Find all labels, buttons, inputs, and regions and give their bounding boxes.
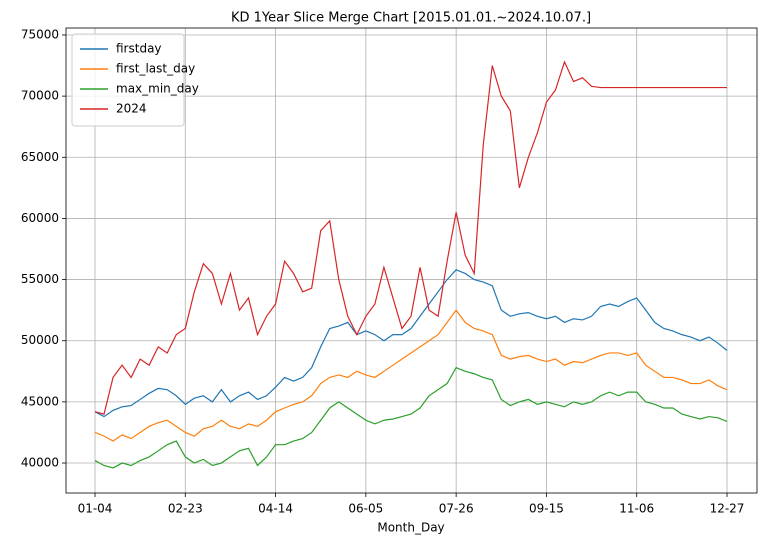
x-tick-label: 11-06	[619, 502, 654, 516]
y-tick-label: 55000	[21, 272, 59, 286]
series-line	[94, 60, 727, 415]
legend-label: 2024	[116, 102, 147, 116]
x-tick-label: 06-05	[348, 502, 383, 516]
legend-label: firstday	[116, 42, 162, 56]
y-tick-label: 40000	[21, 456, 59, 470]
x-tick-label: 01-04	[78, 502, 113, 516]
x-tick-label: 09-15	[529, 502, 564, 516]
y-tick-label: 60000	[21, 211, 59, 225]
y-tick-label: 45000	[21, 394, 59, 408]
legend-label: first_last_day	[116, 62, 195, 76]
plot-frame	[65, 27, 758, 494]
x-tick-label: 02-23	[168, 502, 203, 516]
x-tick-label: 12-27	[710, 502, 745, 516]
series-line	[94, 366, 728, 469]
x-tick-label: 07-26	[439, 502, 474, 516]
y-tick-label: 75000	[21, 27, 59, 41]
legend-box	[71, 33, 185, 127]
y-tick-label: 65000	[21, 150, 59, 164]
legend-label: max_min_day	[116, 82, 199, 96]
y-tick-label: 70000	[21, 89, 59, 103]
x-tick-label: 04-14	[258, 502, 293, 516]
y-tick-label: 50000	[21, 333, 59, 347]
series-line	[94, 309, 728, 442]
series-line	[94, 269, 728, 418]
chart-title: KD 1Year Slice Merge Chart [2015.01.01.~…	[231, 11, 591, 26]
x-axis-label: Month_Day	[377, 521, 444, 535]
